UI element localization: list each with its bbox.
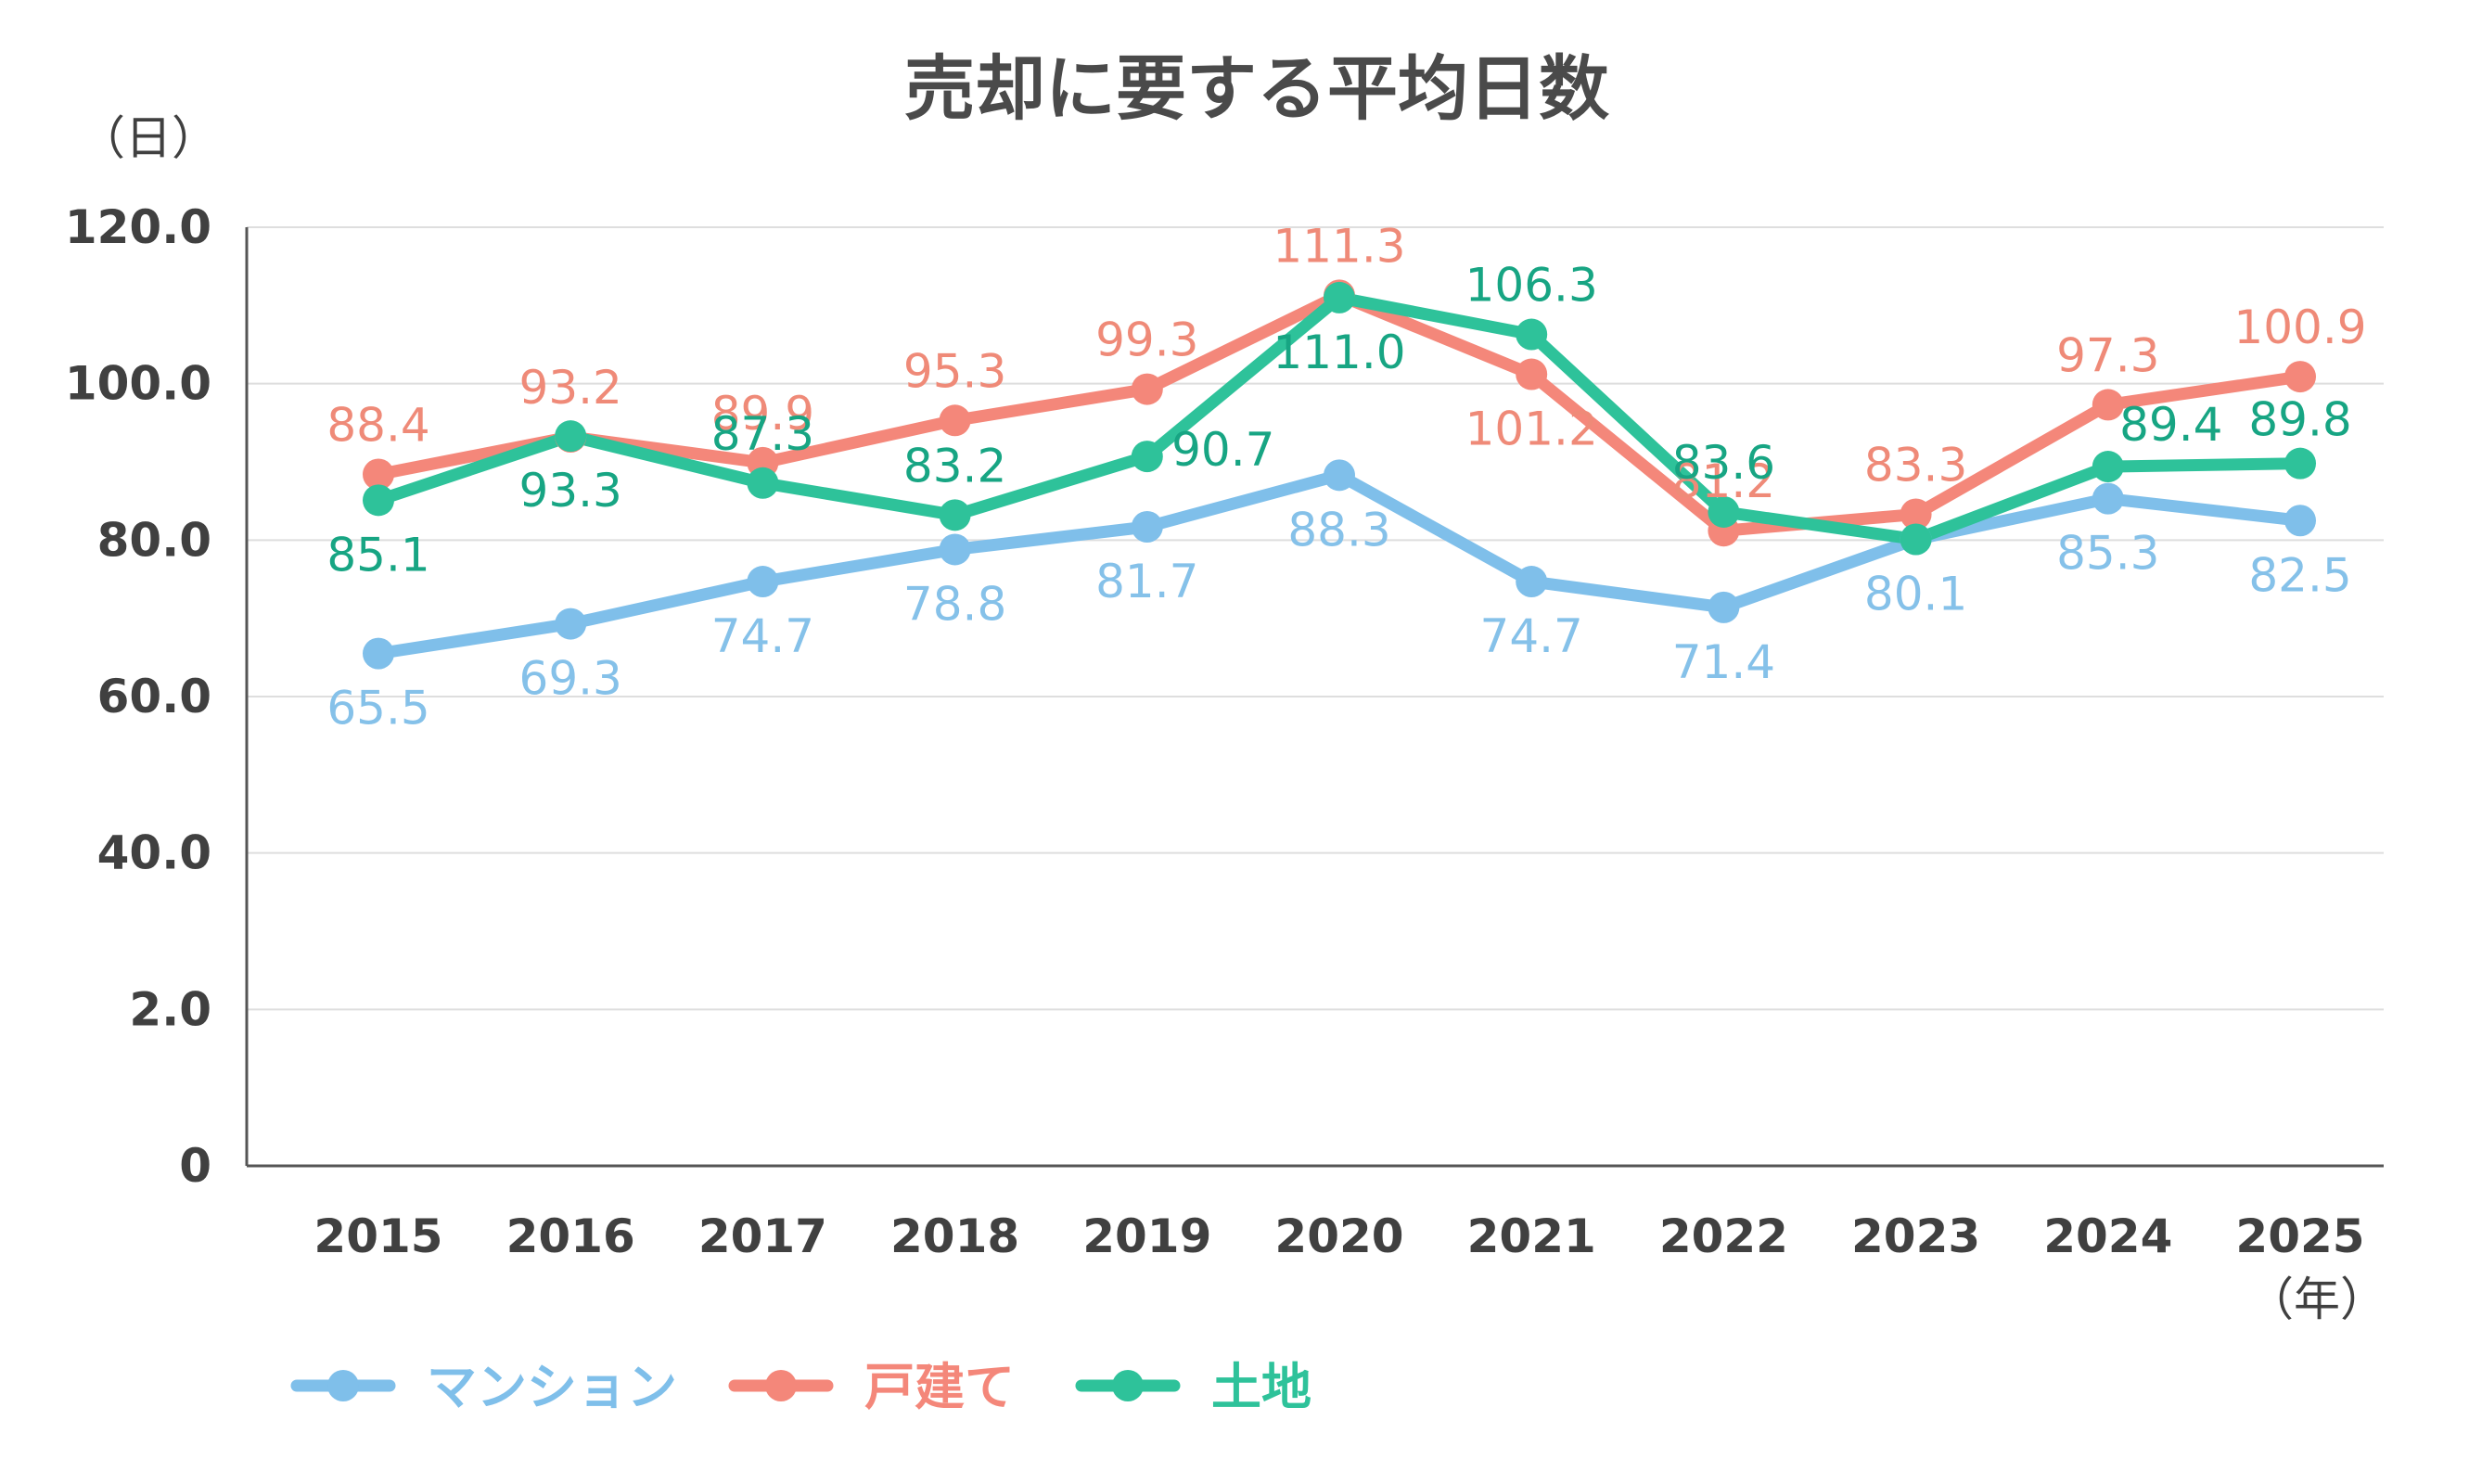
data-label: 90.7: [1171, 423, 1274, 477]
data-label: 81.2: [1672, 454, 1775, 508]
x-tick-label: 2025: [2235, 1209, 2364, 1263]
data-label: 87.3: [711, 407, 814, 461]
data-label: 97.3: [2056, 328, 2159, 382]
data-point: [1516, 318, 1548, 351]
data-label: 93.3: [519, 464, 622, 518]
data-label: 82.5: [2248, 548, 2351, 602]
data-label: 89.4: [2119, 398, 2222, 452]
series-lines: [363, 279, 2316, 670]
data-point: [1900, 523, 1932, 556]
x-tick-label: 2015: [313, 1209, 442, 1263]
y-tick-label: 40.0: [97, 826, 211, 880]
data-label: 88.3: [1287, 503, 1390, 556]
data-label: 93.2: [519, 361, 622, 415]
data-label: 83.2: [903, 439, 1006, 493]
x-tick-label: 2023: [1851, 1209, 1980, 1263]
data-label: 74.7: [1480, 609, 1583, 663]
y-tick-label: 0: [179, 1139, 211, 1193]
x-tick-label: 2018: [890, 1209, 1019, 1263]
legend-item: 土地: [1075, 1358, 1311, 1416]
x-tick-label: 2024: [2043, 1209, 2172, 1263]
data-point: [555, 608, 587, 640]
data-point: [363, 458, 394, 491]
legend: マンション 戸建て 土地: [290, 1358, 1311, 1416]
data-label: 69.3: [519, 652, 622, 706]
data-label: 89.8: [2248, 393, 2351, 447]
data-point: [2284, 447, 2316, 480]
data-label: 83.3: [1864, 439, 1967, 493]
data-point: [1324, 459, 1355, 492]
data-point: [1708, 495, 1740, 528]
x-tick-label: 2021: [1467, 1209, 1596, 1263]
chart-title: 売却に要する平均日数: [904, 47, 1609, 130]
y-tick-label: 2.0: [129, 982, 211, 1036]
data-point: [1900, 498, 1932, 531]
data-label: 74.7: [711, 609, 814, 663]
data-point: [1131, 510, 1163, 543]
x-tick-label: 2020: [1274, 1209, 1403, 1263]
x-axis-unit: （年）: [2247, 1273, 2386, 1326]
y-tick-label: 100.0: [65, 357, 211, 411]
data-point: [747, 467, 779, 499]
data-point: [363, 484, 394, 517]
legend-label: 土地: [1211, 1358, 1311, 1416]
y-tick-label: 120.0: [65, 200, 211, 254]
data-point: [363, 637, 394, 670]
data-label: 106.3: [1465, 259, 1598, 313]
data-point: [1516, 566, 1548, 598]
x-tick-label: 2022: [1659, 1209, 1788, 1263]
legend-swatch-marker: [327, 1370, 359, 1401]
x-tick-label: 2016: [506, 1209, 635, 1263]
data-label: 83.6: [1672, 436, 1775, 490]
data-labels: 65.5 69.3 74.7 78.8 81.7 88.3 74.7 71.4 80.1 85.3…: [326, 219, 2366, 735]
axes: 0 2.0 40.0 60.0 80.0 100.0 120.0 2015 2016 2017 20…: [65, 200, 2384, 1263]
data-label: 89.9: [711, 387, 814, 441]
data-label: 88.4: [326, 398, 429, 452]
data-point: [1324, 281, 1355, 313]
legend-item: マンション: [290, 1358, 677, 1416]
data-point: [747, 566, 779, 598]
data-point: [1516, 358, 1548, 390]
data-label: 99.3: [1095, 313, 1198, 367]
legend-label: マンション: [427, 1358, 677, 1416]
data-label: 95.3: [903, 344, 1006, 398]
data-label: 101.2: [1465, 403, 1598, 456]
data-point: [939, 533, 971, 566]
data-point: [2092, 482, 2124, 515]
y-tick-label: 80.0: [97, 513, 211, 567]
data-label: 85.1: [326, 528, 429, 582]
data-label: 71.4: [1672, 635, 1775, 689]
legend-swatch-marker: [1112, 1370, 1144, 1401]
x-tick-label: 2017: [698, 1209, 827, 1263]
data-label: 111.3: [1273, 219, 1405, 273]
data-point: [2284, 361, 2316, 393]
data-label: 85.3: [2056, 527, 2159, 581]
data-point: [939, 499, 971, 531]
data-label: 111.0: [1273, 326, 1405, 379]
x-tick-label: 2019: [1082, 1209, 1211, 1263]
data-label: 78.8: [903, 577, 1006, 631]
data-label: 81.7: [1095, 555, 1198, 608]
y-tick-label: 60.0: [97, 670, 211, 723]
legend-swatch-marker: [765, 1370, 797, 1401]
data-point: [2284, 505, 2316, 537]
data-point: [1131, 441, 1163, 473]
legend-label: 戸建て: [864, 1358, 1015, 1416]
y-axis-unit: （日）: [79, 111, 218, 165]
data-label: 65.5: [326, 682, 429, 736]
data-point: [555, 420, 587, 453]
data-label: 100.9: [2233, 301, 2366, 354]
data-label: 80.1: [1864, 567, 1967, 620]
data-point: [939, 404, 971, 437]
data-point: [1131, 373, 1163, 405]
legend-item: 戸建て: [728, 1358, 1015, 1416]
data-point: [2092, 389, 2124, 421]
data-point: [2092, 451, 2124, 483]
data-point: [1708, 591, 1740, 623]
grid-lines: [247, 226, 2384, 1011]
